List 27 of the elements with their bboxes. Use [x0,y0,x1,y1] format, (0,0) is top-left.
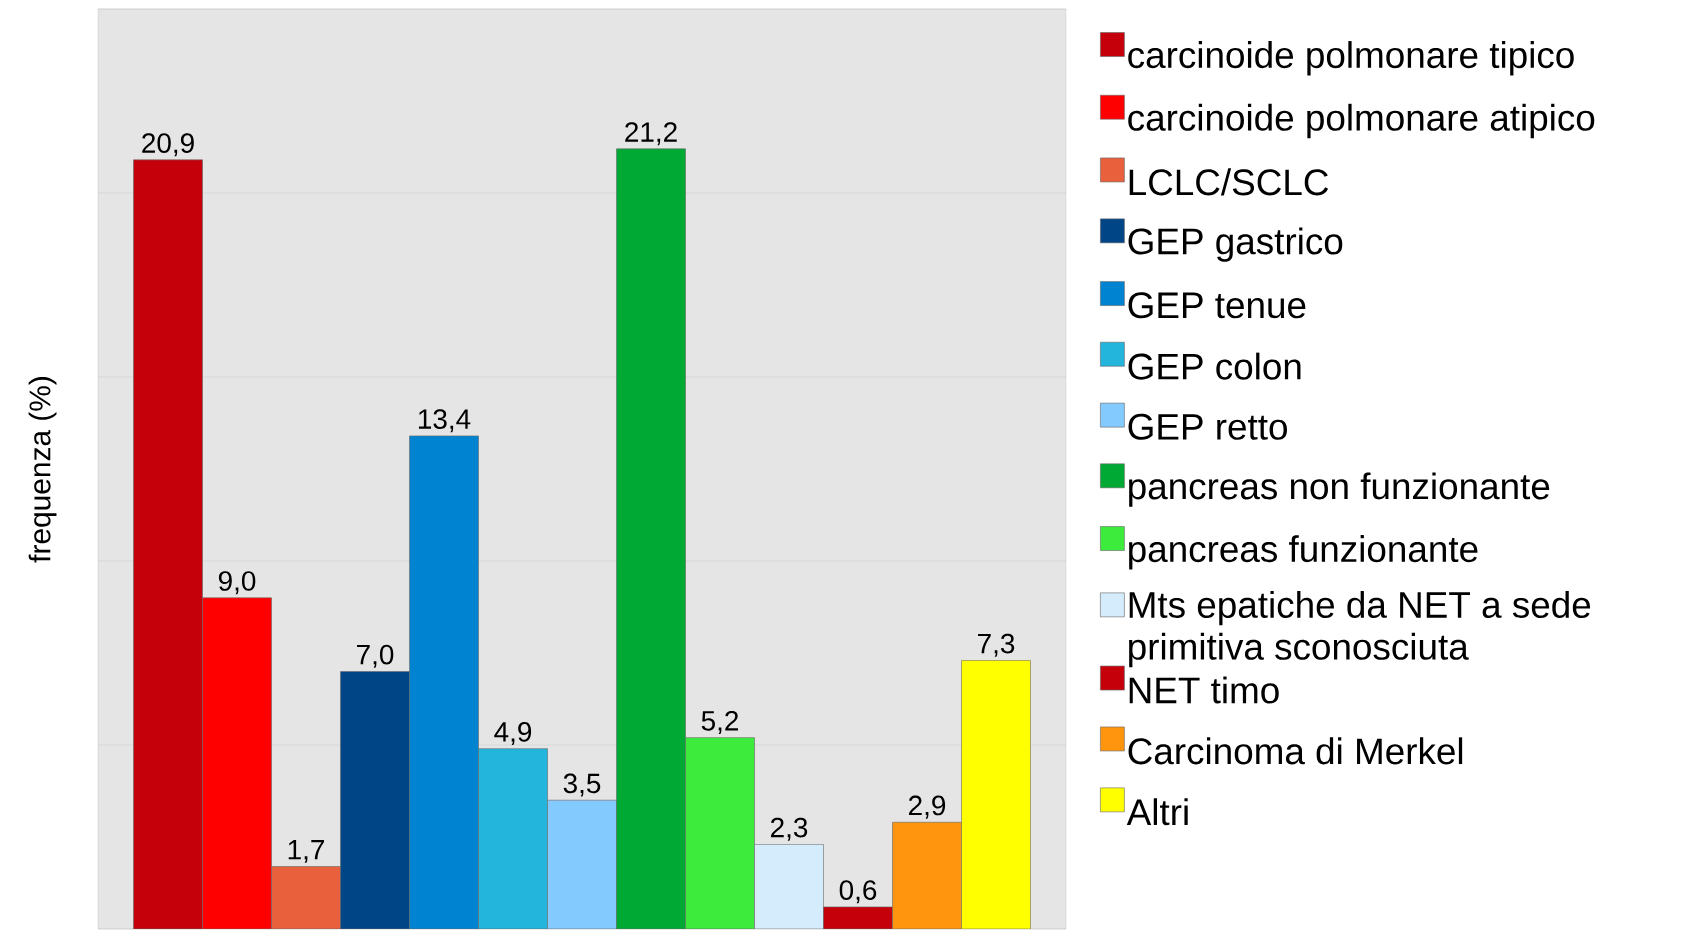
legend-label: NET timo [1129,676,1279,704]
legend-label: Altri [1126,798,1188,826]
data-label: 2,3 [771,817,808,841]
data-label: 0,6 [839,880,877,904]
legend-label: GEP colon [1128,352,1301,380]
legend-label: GEP retto [1128,413,1287,440]
data-label: 3,5 [563,773,601,797]
data-label: 20,9 [142,133,194,157]
legend-label: GEP gastrico [1128,227,1343,262]
y-axis-title: frequenza (%) [28,377,57,563]
data-label: 7,3 [978,633,1015,657]
data-label: 7,0 [357,644,394,668]
legend-label: LCLC/SCLC [1129,168,1329,196]
legend-label: carcinoide polmonare tipico [1128,41,1574,76]
data-label: 5,2 [701,710,738,735]
data-label: 9,0 [218,571,256,595]
data-label: 21,2 [625,122,677,146]
legend-label: pancreas non funzionante [1129,472,1550,507]
data-label: 13,4 [418,409,471,433]
data-label: 4,9 [494,722,532,746]
legend-label: Carcinoma di Merkel [1128,737,1463,765]
legend-label: pancreas funzionante [1129,535,1478,570]
data-label: 1,7 [288,840,324,863]
data-label: 2,9 [909,795,946,819]
legend-label: Mts epatiche da NET a sede primitiva sconosciuta [1129,590,1591,668]
legend-label: GEP tenue [1128,292,1306,319]
legend-label: carcinoide polmonare atipico [1128,103,1595,139]
